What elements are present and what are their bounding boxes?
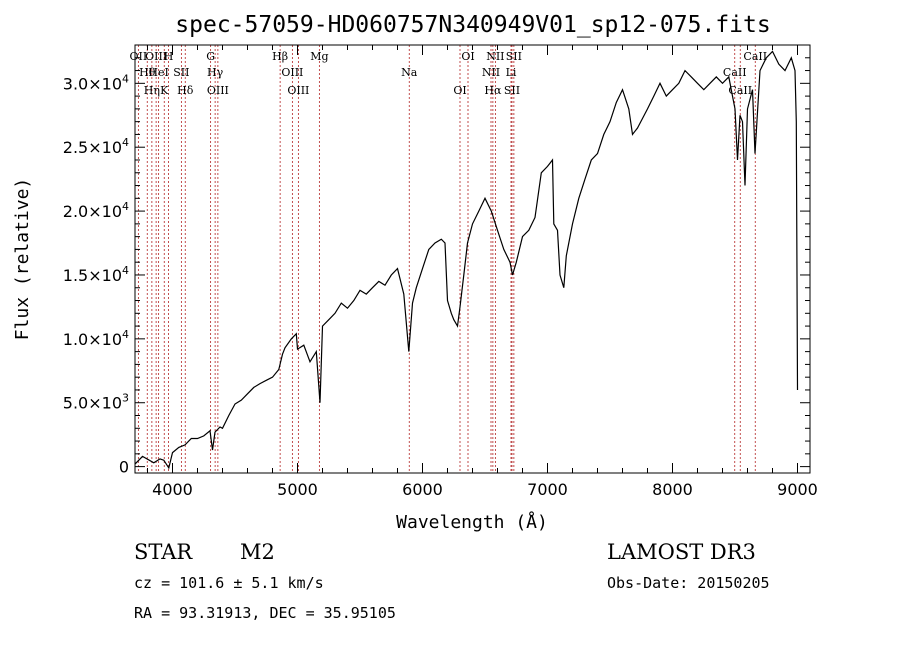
y-tick-label: 5.0×103 [63,392,129,413]
object-subclass: M2 [240,540,275,564]
line-marker-label: OIII [145,50,167,63]
line-marker-label: NII [486,50,504,63]
spectrum-line [134,50,799,470]
y-tick-label: 2.0×104 [63,200,129,221]
ra-dec-coords: RA = 93.31913, DEC = 35.95105 [134,604,396,622]
y-tick-label: 2.5×104 [63,136,129,157]
line-marker-label: SII [504,84,520,97]
line-marker-labels: OII Hθ Hη OIII HeI K H SII Hδ G Hγ OIII Hβ OIII OIII Mg… [130,50,768,97]
line-marker-label: Hθ [139,66,156,79]
line-marker-label: OIII [287,84,309,97]
x-tick-label: 5000 [277,480,318,499]
line-marker-label: Hβ [272,50,288,63]
line-marker-label: CaII [743,50,767,63]
plot-frame [134,44,811,474]
y-tick-label: 3.0×104 [63,72,129,93]
x-tick-label: 6000 [402,480,443,499]
line-marker-label: H [164,50,174,63]
y-axis-ticks: 0 5.0×103 1.0×104 1.5×104 2.0×104 2.5×104 3.0×… [63,44,810,477]
y-tick-label: 1.0×104 [63,328,129,349]
line-marker-label: Na [401,66,418,79]
x-axis-label: Wavelength (Å) [396,511,548,533]
y-axis-label: Flux (relative) [12,178,33,341]
line-marker-label: OI [453,84,466,97]
line-marker-label: CaII [723,66,747,79]
line-marker-label: OI [461,50,474,63]
x-tick-label: 9000 [777,480,818,499]
line-marker-label: Mg [310,50,328,63]
line-marker-label: Li [506,66,517,79]
line-markers [137,45,756,473]
y-tick-label: 1.5×104 [63,264,129,285]
line-marker-label: SII [173,66,189,79]
obs-date: Obs-Date: 20150205 [607,574,770,592]
line-marker-label: OIII [207,84,229,97]
line-marker-label: OIII [281,66,303,79]
line-marker-label: HeI [148,66,168,79]
chart-title: spec-57059-HD060757N340949V01_sp12-075.f… [175,12,770,38]
line-marker-label: G [206,50,215,63]
line-marker-label: Hα [484,84,502,97]
x-tick-label: 8000 [652,480,693,499]
x-tick-label: 4000 [152,480,193,499]
line-marker-label: K [160,84,169,97]
x-axis-ticks: 4000 5000 6000 7000 8000 9000 [147,45,818,499]
line-marker-label: SII [506,50,522,63]
line-marker-label: Hγ [207,66,224,79]
y-tick-label: 0 [119,458,129,477]
object-type: STAR [134,540,193,564]
line-marker-label: CaII [728,84,752,97]
x-tick-label: 7000 [527,480,568,499]
line-marker-label: OII [130,50,148,63]
redshift-cz: cz = 101.6 ± 5.1 km/s [134,574,324,592]
survey-name: LAMOST DR3 [607,540,756,564]
line-marker-label: Hη [144,84,160,97]
line-marker-label: NII [482,66,500,79]
line-marker-label: Hδ [177,84,194,97]
